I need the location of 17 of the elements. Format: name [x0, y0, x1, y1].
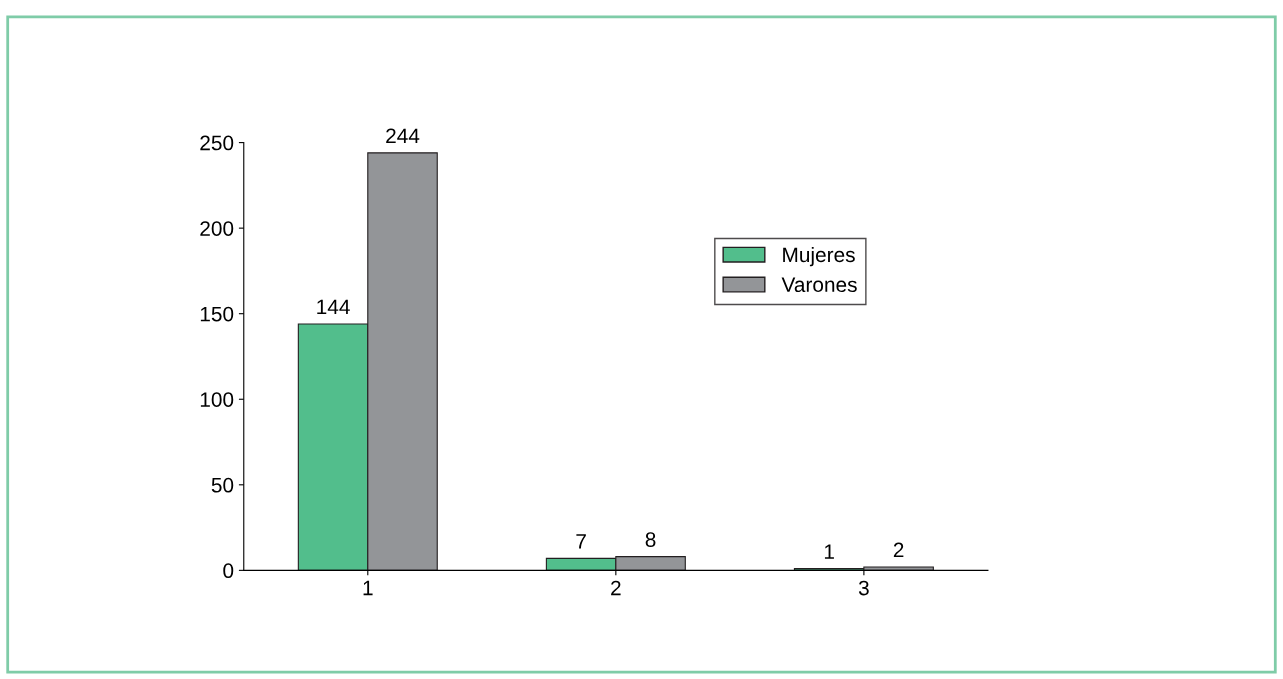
legend-label: Varones: [781, 277, 857, 293]
x-tick-label: 1: [363, 580, 373, 596]
x-tick-label: 3: [858, 580, 869, 596]
data-label: 1: [824, 544, 834, 559]
data-label: 244: [386, 128, 420, 143]
x-tick-label: 2: [611, 580, 621, 596]
data-label: 7: [576, 534, 586, 549]
y-tick-label: 0: [223, 563, 234, 579]
data-label: 2: [893, 542, 904, 558]
y-tick-label: 150: [200, 306, 234, 322]
data-label: 144: [317, 299, 350, 315]
y-tick-label: 200: [200, 221, 234, 236]
data-label: 8: [645, 532, 656, 547]
y-tick-label: 250: [200, 135, 234, 151]
legend-label: Mujeres: [783, 246, 855, 267]
y-tick-label: 100: [200, 392, 234, 408]
y-tick-label: 50: [211, 477, 234, 493]
